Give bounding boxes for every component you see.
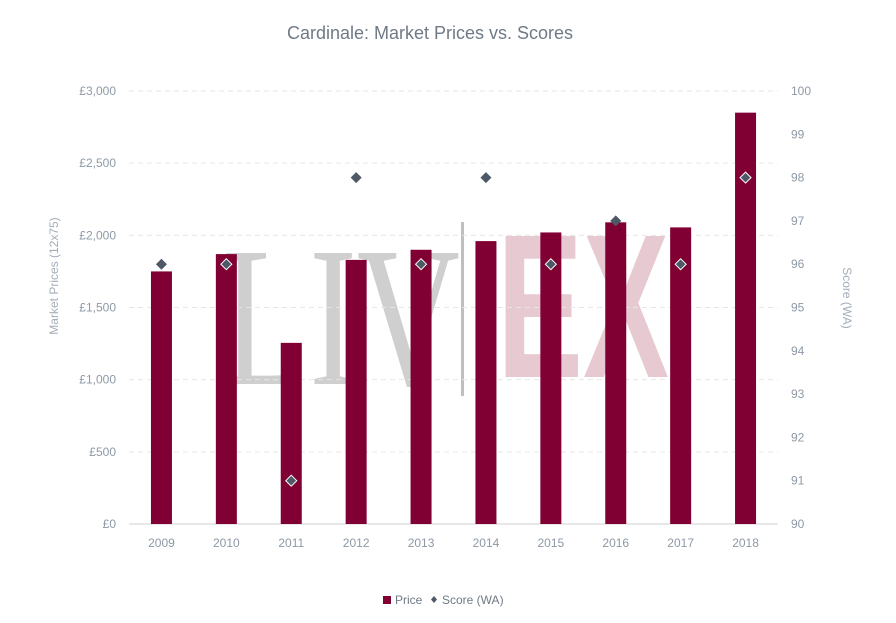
x-tick-label: 2009 bbox=[148, 536, 175, 550]
x-tick-label: 2010 bbox=[213, 536, 240, 550]
price-bar[interactable] bbox=[475, 241, 497, 524]
right-tick-label: 92 bbox=[791, 430, 805, 444]
price-bar[interactable] bbox=[410, 249, 432, 524]
right-tick-label: 91 bbox=[791, 474, 805, 488]
right-tick-label: 95 bbox=[791, 301, 805, 315]
left-tick-label: £1,500 bbox=[79, 301, 116, 315]
x-tick-label: 2013 bbox=[408, 536, 435, 550]
price-bar[interactable] bbox=[150, 271, 172, 524]
x-axis-ticks: 2009 2010 2011 2012 2013 2014 2015 2016 2017 2018 bbox=[148, 536, 759, 550]
watermark-ex: EX bbox=[497, 192, 669, 421]
left-tick-label: £1,000 bbox=[79, 373, 116, 387]
left-tick-label: £3,000 bbox=[79, 84, 116, 98]
x-tick-label: 2018 bbox=[732, 536, 759, 550]
legend: Price Score (WA) bbox=[383, 593, 504, 607]
price-bar[interactable] bbox=[735, 112, 757, 525]
right-tick-label: 96 bbox=[791, 257, 805, 271]
price-bars bbox=[150, 112, 757, 525]
right-tick-label: 93 bbox=[791, 387, 805, 401]
right-tick-label: 90 bbox=[791, 517, 805, 531]
gridlines bbox=[129, 90, 778, 525]
legend-score-label: Score (WA) bbox=[442, 593, 504, 607]
x-tick-label: 2015 bbox=[537, 536, 564, 550]
right-tick-label: 99 bbox=[791, 127, 805, 141]
score-point[interactable] bbox=[155, 258, 167, 270]
legend-item-price[interactable]: Price bbox=[383, 593, 423, 607]
price-bar[interactable] bbox=[345, 259, 367, 524]
score-point[interactable] bbox=[414, 257, 428, 271]
left-axis-ticks: £0 £500 £1,000 £1,500 £2,000 £2,500 £3,000 bbox=[79, 84, 116, 531]
score-points bbox=[155, 171, 752, 487]
left-axis-label: Market Prices (12x75) bbox=[47, 217, 61, 334]
left-tick-label: £500 bbox=[89, 445, 116, 459]
watermark-divider bbox=[461, 222, 464, 396]
left-tick-label: £0 bbox=[103, 517, 117, 531]
price-bar[interactable] bbox=[670, 227, 692, 524]
price-bar[interactable] bbox=[280, 342, 302, 524]
score-point[interactable] bbox=[220, 257, 233, 271]
x-tick-label: 2012 bbox=[343, 536, 370, 550]
legend-price-swatch bbox=[383, 596, 391, 604]
x-tick-label: 2011 bbox=[278, 536, 304, 550]
x-tick-label: 2014 bbox=[473, 536, 500, 550]
left-tick-label: £2,000 bbox=[79, 228, 116, 242]
right-axis-label: Score (WA) bbox=[840, 267, 854, 329]
left-tick-label: £2,500 bbox=[79, 156, 116, 170]
right-axis-ticks: 90 91 92 93 94 95 96 97 98 99 100 bbox=[791, 84, 811, 531]
score-point[interactable] bbox=[480, 172, 492, 184]
score-point[interactable] bbox=[610, 215, 622, 227]
price-bar[interactable] bbox=[540, 232, 562, 525]
chart-title: Cardinale: Market Prices vs. Scores bbox=[287, 23, 573, 43]
legend-item-score[interactable]: Score (WA) bbox=[431, 593, 504, 607]
right-tick-label: 100 bbox=[791, 84, 811, 98]
score-point[interactable] bbox=[544, 257, 558, 271]
score-point[interactable] bbox=[739, 171, 752, 184]
score-point[interactable] bbox=[674, 257, 687, 271]
legend-score-marker bbox=[431, 596, 437, 603]
x-tick-label: 2016 bbox=[602, 536, 629, 550]
legend-price-label: Price bbox=[395, 593, 423, 607]
right-tick-label: 94 bbox=[791, 344, 805, 358]
x-tick-label: 2017 bbox=[667, 536, 694, 550]
price-bar[interactable] bbox=[215, 254, 237, 524]
price-bar[interactable] bbox=[605, 222, 627, 525]
score-point[interactable] bbox=[350, 172, 362, 184]
right-tick-label: 98 bbox=[791, 171, 805, 185]
score-point[interactable] bbox=[285, 474, 298, 487]
right-tick-label: 97 bbox=[791, 214, 805, 228]
